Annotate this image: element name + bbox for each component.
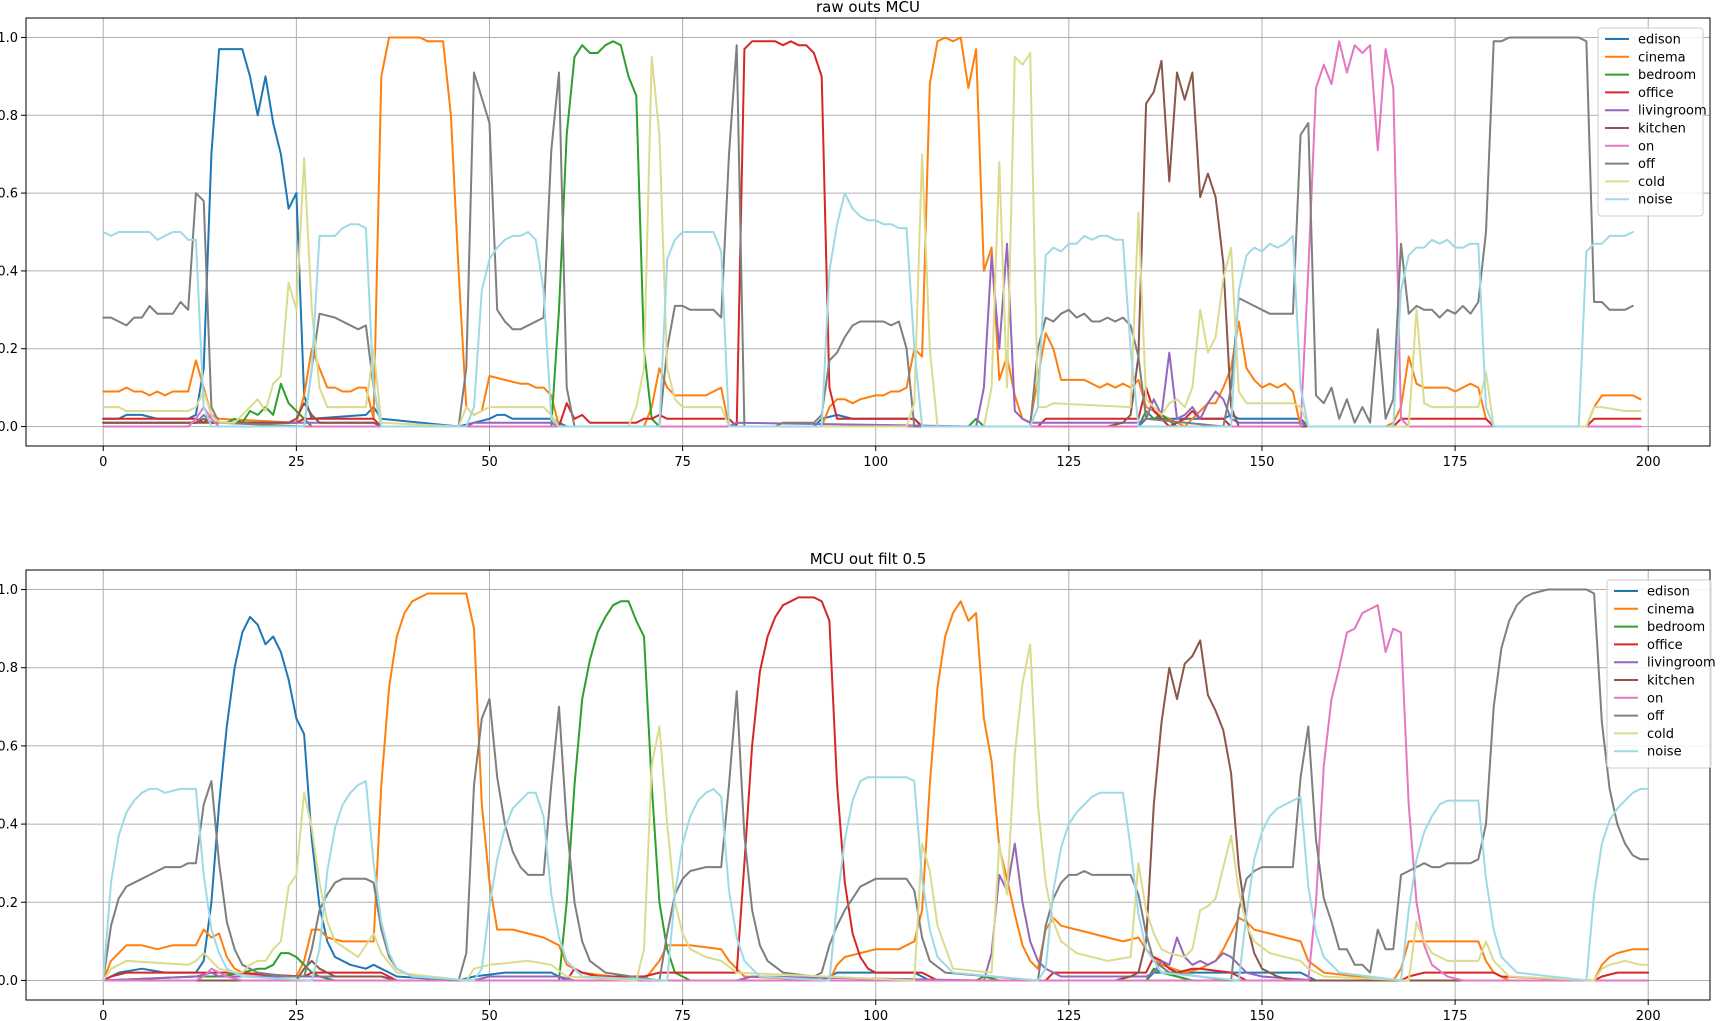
x-tick-label: 75	[674, 455, 691, 470]
legend-label-livingroom: livingroom	[1647, 656, 1716, 671]
x-tick-label: 200	[1636, 455, 1661, 470]
x-tick-label: 125	[1056, 455, 1081, 470]
y-tick-label: 0.8	[0, 109, 18, 124]
legend-label-edison: edison	[1647, 585, 1690, 600]
legend-label-edison: edison	[1638, 33, 1681, 48]
y-tick-label: 0.8	[0, 661, 18, 676]
series-line-cold	[102, 643, 1650, 982]
series-line-kitchen	[102, 59, 1642, 428]
y-tick-label: 0.4	[0, 818, 18, 833]
x-tick-label: 150	[1250, 455, 1275, 470]
x-tick-label: 25	[288, 455, 305, 470]
legend-label-cold: cold	[1647, 727, 1674, 742]
legend: edison cinema bedroom office livingroom kitch…	[1597, 27, 1707, 217]
series-line-noise	[102, 192, 1634, 428]
chart-panel-2: 0 25 50 75 100 125 150 175 200 0.0 0.2 0.4 0.6 0.8 1.0…	[0, 550, 1716, 1021]
series-line-cinema	[102, 36, 1642, 428]
series-line-office	[102, 40, 1642, 428]
legend-label-noise: noise	[1647, 745, 1682, 760]
x-tick-label: 175	[1443, 455, 1468, 470]
series-line-livingroom	[102, 842, 1650, 982]
plot-area	[25, 569, 1711, 1001]
x-tick-label: 0	[99, 1009, 107, 1021]
series-line-on	[102, 40, 1642, 428]
x-tick-label: 100	[863, 455, 888, 470]
legend-label-on: on	[1638, 139, 1654, 154]
y-tick-label: 0.0	[0, 420, 18, 435]
x-tick-label: 50	[481, 455, 498, 470]
y-tick-label: 0.6	[0, 739, 18, 754]
legend-label-kitchen: kitchen	[1647, 674, 1695, 689]
legend: edison cinema bedroom office livingroom kitch…	[1606, 579, 1716, 769]
series-line-off	[102, 588, 1650, 982]
x-tick-label: 0	[99, 455, 107, 470]
legend-label-bedroom: bedroom	[1638, 68, 1696, 83]
x-tick-label: 200	[1636, 1009, 1661, 1021]
legend-label-office: office	[1647, 638, 1683, 653]
plot-area	[25, 17, 1711, 447]
y-tick-label: 0.0	[0, 974, 18, 989]
legend-label-cinema: cinema	[1638, 50, 1686, 65]
series-line-off	[102, 36, 1634, 428]
x-tick-label: 25	[288, 1009, 305, 1021]
x-tick-label: 150	[1250, 1009, 1275, 1021]
legend-label-on: on	[1647, 691, 1663, 706]
series-line-on	[102, 604, 1650, 982]
x-tick-label: 75	[674, 1009, 691, 1021]
y-tick-label: 0.2	[0, 342, 18, 357]
legend-label-off: off	[1638, 157, 1656, 172]
series-line-noise	[102, 776, 1650, 982]
x-tick-label: 125	[1056, 1009, 1081, 1021]
legend-label-noise: noise	[1638, 193, 1673, 208]
legend-label-livingroom: livingroom	[1638, 104, 1707, 119]
legend-label-office: office	[1638, 86, 1674, 101]
y-tick-label: 0.4	[0, 264, 18, 279]
chart-title: MCU out filt 0.5	[810, 550, 927, 568]
series-line-edison	[102, 48, 1642, 428]
legend-label-cold: cold	[1638, 175, 1665, 190]
y-tick-label: 0.6	[0, 187, 18, 202]
chart-title: raw outs MCU	[816, 0, 920, 16]
series-line-bedroom	[102, 600, 1650, 982]
x-tick-label: 175	[1443, 1009, 1468, 1021]
y-tick-label: 0.2	[0, 896, 18, 911]
legend-label-cinema: cinema	[1647, 602, 1695, 617]
x-tick-label: 50	[481, 1009, 498, 1021]
legend-label-bedroom: bedroom	[1647, 620, 1705, 635]
y-tick-label: 1.0	[0, 583, 18, 598]
y-tick-label: 1.0	[0, 31, 18, 46]
series-line-bedroom	[102, 40, 1642, 428]
chart-panel-1: 0 25 50 75 100 125 150 175 200 0.0 0.2 0.4 0.6 0.8 1.0…	[0, 0, 1711, 470]
legend-label-kitchen: kitchen	[1638, 122, 1686, 137]
legend-label-off: off	[1647, 709, 1665, 724]
series-line-cold	[102, 52, 1642, 428]
x-tick-label: 100	[863, 1009, 888, 1021]
